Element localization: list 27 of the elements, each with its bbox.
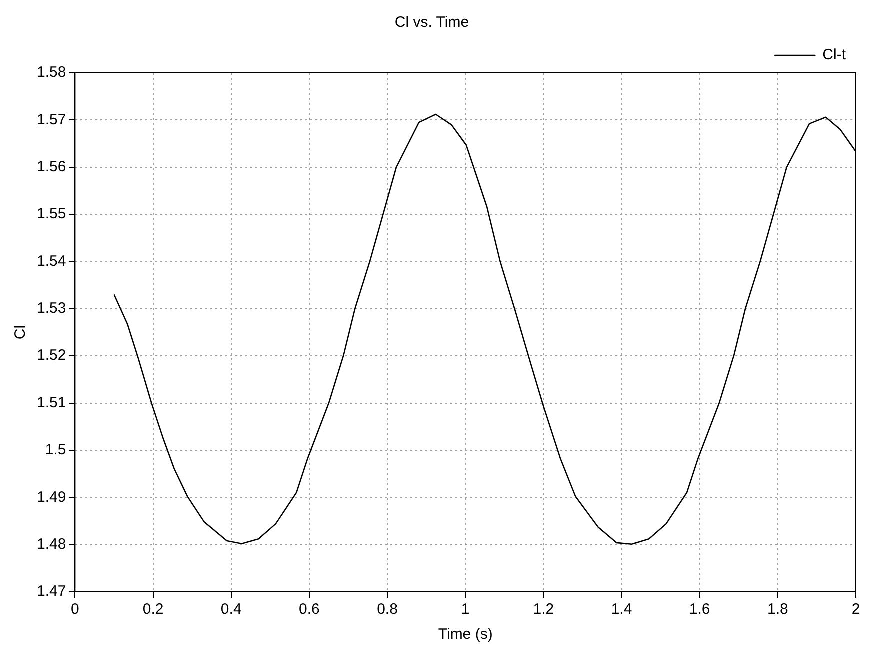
legend-label: Cl-t	[822, 46, 847, 64]
y-axis-title: Cl	[12, 325, 30, 340]
y-tick-label: 1.51	[36, 394, 66, 412]
y-tick-label: 1.52	[36, 347, 66, 364]
y-tick-label: 1.54	[36, 252, 66, 270]
y-tick-label: 1.58	[36, 64, 66, 82]
x-tick-label: 0.4	[220, 601, 242, 618]
y-tick-label: 1.47	[36, 583, 66, 600]
x-tick-label: 0.8	[377, 601, 398, 618]
x-tick-label: 1.2	[533, 601, 554, 618]
y-tick-label: 1.5	[45, 442, 66, 459]
y-tick-label: 1.57	[36, 111, 66, 128]
y-tick-label: 1.53	[36, 300, 66, 318]
chart-title: Cl vs. Time	[394, 14, 470, 32]
x-tick-label: 1.6	[689, 601, 710, 618]
y-tick-label: 1.56	[36, 158, 66, 176]
x-tick-label: 1.4	[611, 601, 632, 618]
x-tick-label: 1	[461, 601, 470, 618]
y-tick-label: 1.48	[36, 536, 66, 553]
x-tick-label: 1.8	[767, 601, 788, 618]
x-axis-title: Time (s)	[438, 626, 493, 644]
x-tick-label: 0.2	[142, 601, 164, 618]
y-tick-label: 1.55	[36, 206, 66, 223]
x-tick-label: 2	[852, 601, 860, 618]
x-tick-label: 0.6	[299, 601, 320, 618]
y-tick-label: 1.49	[36, 488, 66, 506]
x-tick-label: 0	[71, 601, 80, 618]
